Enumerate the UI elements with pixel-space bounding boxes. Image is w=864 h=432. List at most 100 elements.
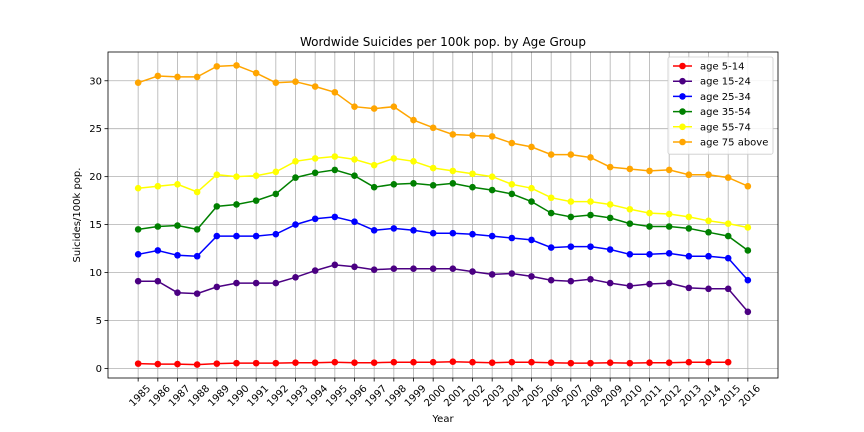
- data-point: [469, 170, 476, 178]
- data-point: [233, 232, 240, 240]
- data-point: [528, 198, 535, 205]
- data-point: [606, 163, 614, 171]
- data-point: [646, 251, 653, 258]
- data-point: [272, 359, 280, 367]
- data-point: [508, 190, 516, 198]
- data-point: [449, 167, 457, 175]
- data-point: [449, 358, 457, 366]
- data-point: [252, 232, 260, 240]
- data-point: [154, 182, 162, 190]
- data-point: [174, 73, 181, 81]
- data-point: [606, 359, 614, 366]
- legend-item: age 55-74: [673, 122, 751, 133]
- legend-item: age 75 above: [673, 138, 768, 149]
- legend-swatch-marker: [679, 77, 686, 85]
- data-point: [488, 173, 496, 180]
- data-point: [724, 232, 732, 240]
- data-point: [292, 221, 299, 228]
- data-point: [724, 254, 732, 262]
- data-point: [547, 209, 555, 217]
- data-point: [528, 236, 535, 244]
- data-point: [410, 358, 417, 366]
- data-point: [370, 227, 378, 234]
- data-point: [528, 273, 535, 280]
- data-point: [567, 277, 575, 285]
- data-point: [213, 283, 221, 291]
- data-point: [429, 358, 437, 366]
- data-point: [390, 155, 398, 162]
- data-point: [174, 222, 181, 229]
- data-point: [193, 73, 201, 81]
- data-point: [606, 201, 614, 208]
- legend-label: age 5-14: [700, 62, 745, 73]
- data-point: [233, 359, 240, 367]
- data-point: [626, 220, 634, 227]
- data-point: [606, 279, 614, 287]
- data-point: [665, 250, 673, 257]
- data-point: [724, 174, 732, 181]
- legend-label: age 75 above: [700, 138, 768, 149]
- data-point: [429, 229, 437, 237]
- data-point: [646, 223, 653, 230]
- data-point: [370, 359, 378, 366]
- data-point: [154, 72, 162, 80]
- data-point: [370, 183, 378, 191]
- data-point: [488, 232, 496, 240]
- data-point: [370, 161, 378, 169]
- data-point: [567, 151, 575, 158]
- data-point: [390, 181, 398, 188]
- data-point: [252, 359, 260, 367]
- legend: age 5-14 age 15-24 age 25-34 age 35-54 age 5…: [667, 56, 774, 155]
- legend-frame: [667, 56, 774, 155]
- data-point: [705, 171, 712, 179]
- data-point: [626, 282, 634, 290]
- data-point: [193, 188, 201, 196]
- data-point: [567, 243, 575, 250]
- data-point: [606, 246, 614, 253]
- data-point: [587, 154, 594, 161]
- data-point: [233, 173, 240, 180]
- data-point: [272, 230, 280, 238]
- legend-swatch-marker: [679, 138, 686, 146]
- y-axis-title: Suicides/100k pop.: [72, 168, 83, 263]
- legend-swatch-marker: [679, 93, 686, 100]
- data-point: [547, 151, 555, 158]
- data-point: [154, 223, 162, 230]
- data-point: [311, 359, 319, 366]
- data-point: [134, 226, 142, 233]
- data-point: [626, 359, 634, 367]
- chart-title: Wordwide Suicides per 100k pop. by Age G…: [300, 35, 586, 49]
- data-point: [469, 132, 476, 139]
- data-point: [292, 359, 299, 366]
- data-point: [351, 218, 358, 226]
- data-point: [469, 268, 476, 275]
- data-point: [410, 158, 417, 165]
- data-point: [744, 247, 752, 254]
- legend-item: age 25-34: [673, 92, 751, 103]
- data-point: [528, 184, 535, 192]
- data-point: [488, 186, 496, 194]
- data-point: [469, 358, 476, 366]
- data-point: [331, 166, 339, 174]
- data-point: [705, 285, 712, 293]
- data-point: [272, 168, 280, 176]
- data-point: [272, 190, 280, 198]
- data-point: [705, 358, 712, 366]
- y-tick-label: 10: [89, 268, 102, 279]
- data-point: [587, 275, 594, 283]
- data-point: [174, 360, 181, 368]
- data-point: [154, 277, 162, 285]
- data-point: [488, 133, 496, 140]
- data-point: [724, 220, 732, 227]
- data-point: [744, 224, 752, 231]
- data-point: [626, 205, 634, 213]
- legend-swatch-marker: [679, 123, 686, 131]
- data-point: [252, 197, 260, 204]
- data-point: [370, 266, 378, 273]
- data-point: [410, 116, 417, 124]
- data-point: [705, 228, 712, 236]
- y-tick-label: 15: [89, 220, 102, 231]
- data-point: [488, 271, 496, 278]
- data-point: [449, 229, 457, 237]
- series-line: [138, 169, 749, 252]
